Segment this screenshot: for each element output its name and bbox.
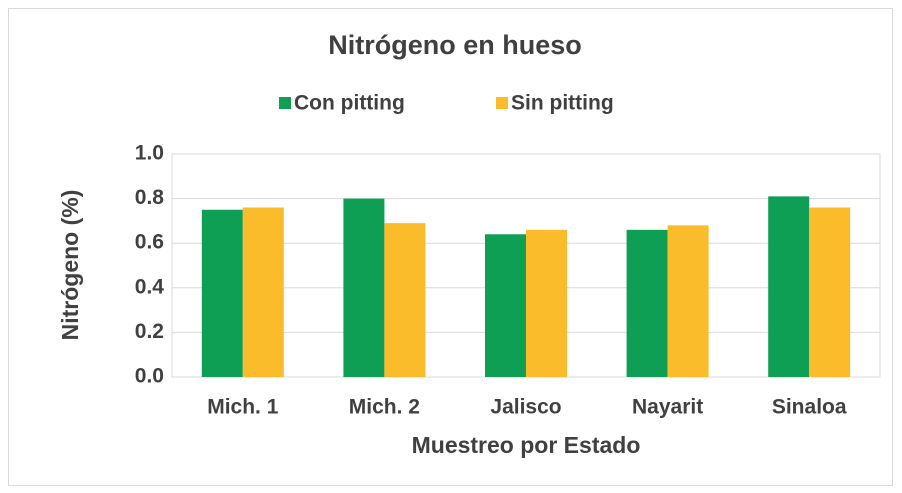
y-tick-label: 0.8	[135, 186, 165, 209]
bar	[768, 196, 810, 377]
bar	[384, 223, 426, 377]
bar	[667, 225, 709, 377]
bar	[809, 207, 851, 377]
legend-label: Con pitting	[294, 92, 405, 115]
bar	[201, 209, 243, 377]
bar	[343, 198, 385, 377]
legend-swatch	[496, 97, 508, 109]
y-tick-label: 0.6	[135, 231, 164, 254]
chart-border	[8, 8, 893, 486]
chart-title: Nitrógeno en hueso	[328, 30, 582, 60]
bar	[485, 234, 526, 377]
x-tick-label: Mich. 2	[349, 396, 420, 419]
y-tick-label: 1.0	[135, 142, 164, 165]
x-tick-label: Sinaloa	[772, 396, 847, 419]
legend-label: Sin pitting	[511, 92, 614, 115]
y-tick-label: 0.0	[135, 365, 164, 388]
x-tick-label: Mich. 1	[207, 396, 279, 419]
x-axis-title: Muestreo por Estado	[412, 432, 641, 458]
y-tick-label: 0.4	[135, 275, 165, 298]
x-tick-label: Jalisco	[490, 396, 561, 419]
legend-swatch	[279, 97, 291, 109]
y-tick-label: 0.2	[135, 320, 164, 343]
bar	[526, 229, 567, 377]
x-tick-label: Nayarit	[632, 396, 703, 419]
bar	[242, 207, 284, 377]
y-axis-title: Nitrógeno (%)	[57, 190, 83, 341]
bar	[626, 229, 668, 377]
